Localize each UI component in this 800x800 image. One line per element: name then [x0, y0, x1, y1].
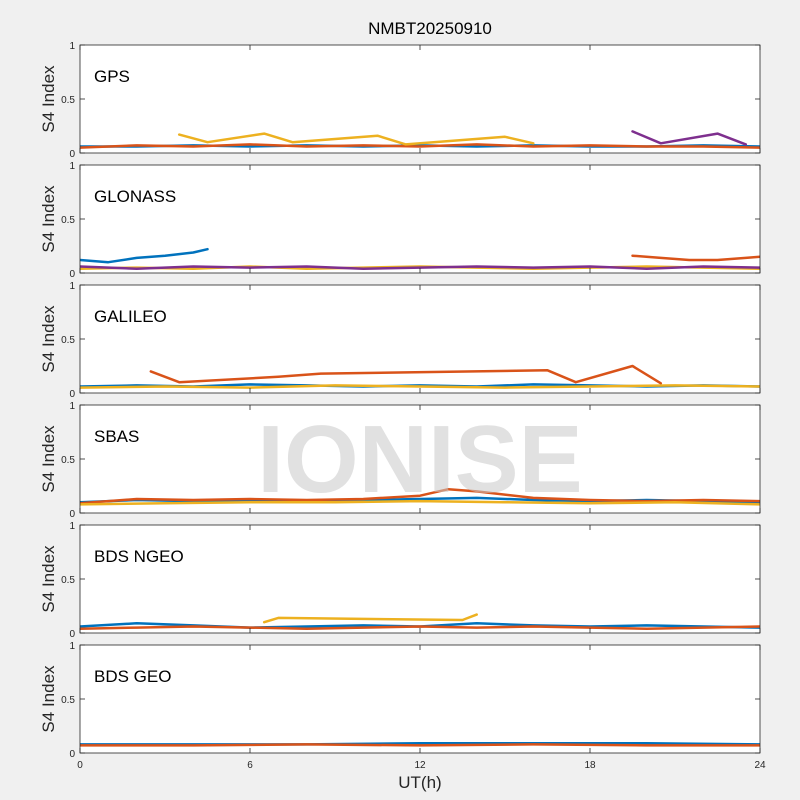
y-axis-label: S4 Index: [39, 425, 58, 493]
x-tick-labels: 0 6 12 18 24: [77, 760, 766, 771]
panels: 0 0.5 1 GPS S4 Index 0 0.5 1 GLONASS S4 Index 0 0.5…: [39, 41, 766, 771]
x-axis-label: UT(h): [398, 773, 441, 792]
series-line: [80, 384, 760, 389]
plot-area: [80, 45, 760, 153]
series-line: [149, 364, 663, 385]
panel-label: BDS NGEO: [94, 547, 184, 566]
series-line: [80, 247, 209, 264]
y-axis-label: S4 Index: [39, 305, 58, 373]
y-axis-label: S4 Index: [39, 185, 58, 253]
panel-5: 0 0.5 1 BDS NGEO S4 Index: [39, 521, 761, 640]
panel-6: 0 0.5 1 BDS GEO S4 Index: [39, 641, 761, 760]
panel-label: GPS: [94, 67, 130, 86]
y-tick-label: 1: [69, 521, 75, 532]
chart-title: NMBT20250910: [368, 19, 492, 38]
y-axis-label: S4 Index: [39, 545, 58, 613]
plot-area: [80, 285, 760, 393]
series-group: [80, 364, 760, 389]
plot-area: [80, 525, 760, 633]
watermark: IONISE: [257, 406, 582, 513]
y-tick-label: 0.5: [61, 455, 75, 466]
y-tick-label: 1: [69, 401, 75, 412]
series-group: [80, 613, 760, 630]
y-tick-label: 0.5: [61, 575, 75, 586]
panel-3: 0 0.5 1 GALILEO S4 Index: [39, 281, 761, 400]
series-line: [80, 499, 760, 506]
x-tick-label: 6: [247, 760, 253, 771]
series-line: [80, 625, 760, 630]
y-tick-label: 1: [69, 281, 75, 292]
series-group: [80, 247, 760, 270]
y-axis-label: S4 Index: [39, 665, 58, 733]
panel-1: 0 0.5 1 GPS S4 Index: [39, 41, 761, 160]
x-tick-label: 24: [754, 760, 766, 771]
y-tick-label: 0: [69, 509, 75, 520]
y-tick-label: 1: [69, 41, 75, 52]
y-tick-label: 1: [69, 161, 75, 172]
series-line: [80, 143, 760, 149]
y-tick-label: 0.5: [61, 335, 75, 346]
panel-label: SBAS: [94, 427, 139, 446]
y-tick-label: 0: [69, 269, 75, 280]
series-group: [80, 487, 760, 506]
x-tick-label: 0: [77, 760, 83, 771]
series-line: [80, 265, 760, 270]
plot-area: [80, 165, 760, 273]
y-tick-label: 0: [69, 749, 75, 760]
series-line: [631, 254, 760, 262]
y-tick-label: 0: [69, 149, 75, 160]
y-tick-label: 0.5: [61, 95, 75, 106]
y-axis-label: S4 Index: [39, 65, 58, 133]
y-tick-label: 0.5: [61, 215, 75, 226]
series-group: [80, 130, 760, 149]
panel-label: BDS GEO: [94, 667, 171, 686]
panel-label: GALILEO: [94, 307, 167, 326]
series-line: [177, 132, 535, 146]
series-line: [80, 487, 760, 505]
panel-4: 0 0.5 1 SBAS S4 Index: [39, 401, 761, 520]
series-line: [262, 613, 478, 624]
panel-2: 0 0.5 1 GLONASS S4 Index: [39, 161, 761, 280]
x-tick-label: 12: [414, 760, 426, 771]
series-line: [631, 130, 748, 146]
panel-label: GLONASS: [94, 187, 176, 206]
series-group: [80, 742, 760, 747]
series-line: [80, 743, 760, 747]
x-tick-label: 18: [584, 760, 596, 771]
y-tick-label: 0: [69, 389, 75, 400]
plot-area: [80, 645, 760, 753]
y-tick-label: 0: [69, 629, 75, 640]
y-tick-label: 1: [69, 641, 75, 652]
y-tick-label: 0.5: [61, 695, 75, 706]
